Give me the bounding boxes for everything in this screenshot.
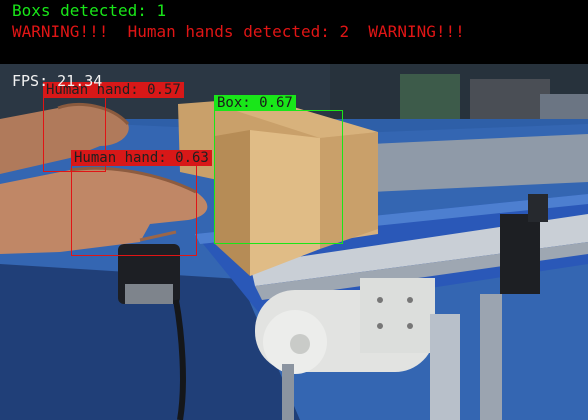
detection-label-hand: Human hand: 0.63 xyxy=(71,150,212,166)
hand-detection-box xyxy=(71,165,197,256)
detection-label-box: Box: 0.67 xyxy=(214,95,296,111)
fps-counter: FPS: 21.34 xyxy=(12,72,103,90)
detection-label-hand: Human hand: 0.57 xyxy=(43,82,184,98)
boxes-detected-count: Boxs detected: 1 xyxy=(12,1,167,20)
box-detection-box xyxy=(214,110,343,244)
camera-scene xyxy=(0,64,588,420)
hand-warning-banner: WARNING!!! Human hands detected: 2 WARNI… xyxy=(12,22,465,41)
